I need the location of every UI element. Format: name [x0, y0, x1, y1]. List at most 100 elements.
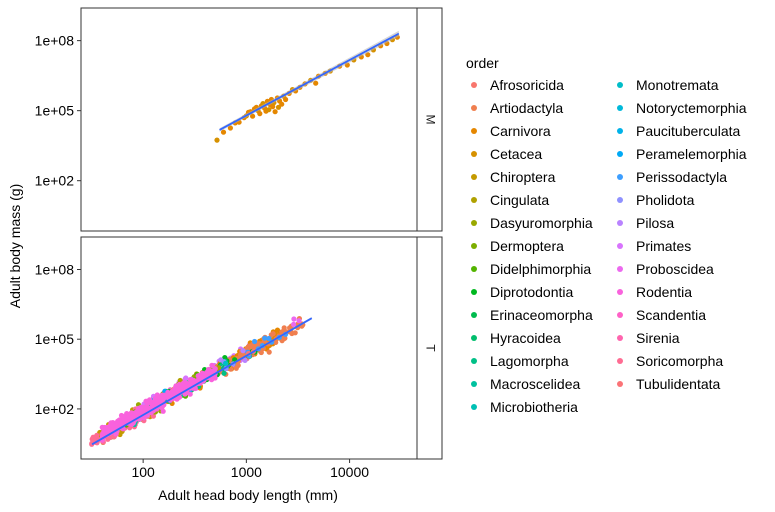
- data-point: [275, 104, 282, 110]
- panel-m: M: [80, 7, 443, 232]
- legend-key: [471, 404, 477, 410]
- x-tick-label: 1000: [231, 464, 262, 480]
- data-point: [266, 349, 272, 355]
- data-point: [240, 348, 246, 354]
- data-point: [272, 109, 278, 115]
- data-point: [270, 104, 276, 110]
- legend-label: Lagomorpha: [490, 353, 569, 369]
- data-point: [214, 137, 220, 143]
- data-point: [130, 411, 136, 417]
- data-point: [292, 330, 298, 336]
- legend-label: Proboscidea: [636, 261, 714, 277]
- data-point: [266, 107, 272, 113]
- legend-key: [617, 197, 623, 203]
- data-point: [89, 436, 95, 442]
- legend-title: order: [466, 55, 499, 71]
- data-point: [258, 349, 264, 356]
- facet-strip: [416, 236, 443, 460]
- legend-label: Macroscelidea: [490, 376, 580, 392]
- data-point: [223, 360, 229, 366]
- legend-key: [471, 128, 477, 134]
- data-point: [210, 368, 216, 374]
- legend-label: Cetacea: [490, 146, 542, 162]
- data-point: [283, 96, 289, 103]
- data-point: [291, 316, 297, 322]
- data-point: [149, 401, 155, 407]
- data-point: [159, 404, 165, 411]
- legend-label: Primates: [636, 238, 691, 254]
- data-point: [257, 111, 263, 117]
- legend-label: Afrosoricida: [490, 77, 564, 93]
- trend-line: [91, 317, 313, 446]
- data-point: [187, 391, 193, 397]
- legend-label: Dasyuromorphia: [490, 215, 593, 231]
- legend-label: Pilosa: [636, 215, 674, 231]
- legend-label: Carnivora: [490, 123, 551, 139]
- data-point: [296, 318, 302, 324]
- legend-label: Artiodactyla: [490, 100, 563, 116]
- legend-key: [617, 335, 623, 341]
- legend-label: Erinaceomorpha: [490, 307, 593, 323]
- legend-label: Paucituberculata: [636, 123, 741, 139]
- legend-label: Rodentia: [636, 284, 692, 300]
- y-tick-label: 1e+02: [35, 401, 75, 417]
- data-point: [176, 386, 182, 392]
- legend-label: Notoryctemorphia: [636, 100, 747, 116]
- data-point: [154, 392, 160, 398]
- axes-layer: 1e+02 1e+05 1e+08 1e+02 1e+05 1e+08 100 1000 100…: [35, 33, 370, 480]
- x-tick-label: 10000: [330, 464, 369, 480]
- data-point: [113, 423, 119, 429]
- data-point: [155, 400, 161, 406]
- legend-key: [617, 381, 623, 387]
- data-point: [173, 389, 179, 395]
- panel-frame: [80, 7, 418, 232]
- data-point: [121, 418, 127, 424]
- legend-label: Perissodactyla: [636, 169, 727, 185]
- y-tick-label: 1e+05: [35, 331, 75, 347]
- legend-key: [471, 335, 477, 341]
- legend-key: [471, 289, 477, 295]
- data-point: [281, 325, 287, 331]
- data-point: [209, 362, 215, 368]
- data-point: [291, 321, 297, 327]
- legend-key: [617, 151, 623, 157]
- legend-label: Microbiotheria: [490, 399, 578, 415]
- legend-key: [617, 312, 623, 318]
- legend-label: Peramelemorphia: [636, 146, 747, 162]
- data-point: [181, 380, 187, 386]
- legend-label: Scandentia: [636, 307, 706, 323]
- data-point: [262, 335, 268, 341]
- legend-key: [471, 312, 477, 318]
- legend-key: [617, 220, 623, 226]
- data-point: [279, 101, 285, 107]
- data-point: [238, 352, 244, 358]
- panels-layer: MT: [80, 7, 443, 460]
- facet-strip-label: M: [423, 115, 437, 125]
- legend-key: [471, 358, 477, 364]
- data-point: [242, 357, 248, 363]
- legend-label: Diprotodontia: [490, 284, 573, 300]
- legend-key: [471, 266, 477, 272]
- legend-key: [471, 174, 477, 180]
- legend-key: [617, 266, 623, 272]
- data-point: [266, 335, 272, 342]
- data-point: [233, 365, 239, 371]
- y-tick-label: 1e+02: [35, 173, 75, 189]
- trend-line: [219, 32, 400, 131]
- legend-key: [617, 358, 623, 364]
- legend-label: Soricomorpha: [636, 353, 723, 369]
- y-axis-title: Adult body mass (g): [7, 184, 23, 309]
- data-point: [107, 434, 113, 440]
- legend-key: [617, 128, 623, 134]
- data-point: [250, 113, 256, 119]
- legend-key: [471, 105, 477, 111]
- legend-label: Hyracoidea: [490, 330, 561, 346]
- data-point: [313, 80, 319, 86]
- legend-key: [471, 82, 477, 88]
- x-axis-title: Adult head body length (mm): [158, 487, 338, 503]
- data-point: [191, 377, 197, 383]
- legend-label: Pholidota: [636, 192, 695, 208]
- data-point: [195, 377, 202, 383]
- legend-key: [471, 220, 477, 226]
